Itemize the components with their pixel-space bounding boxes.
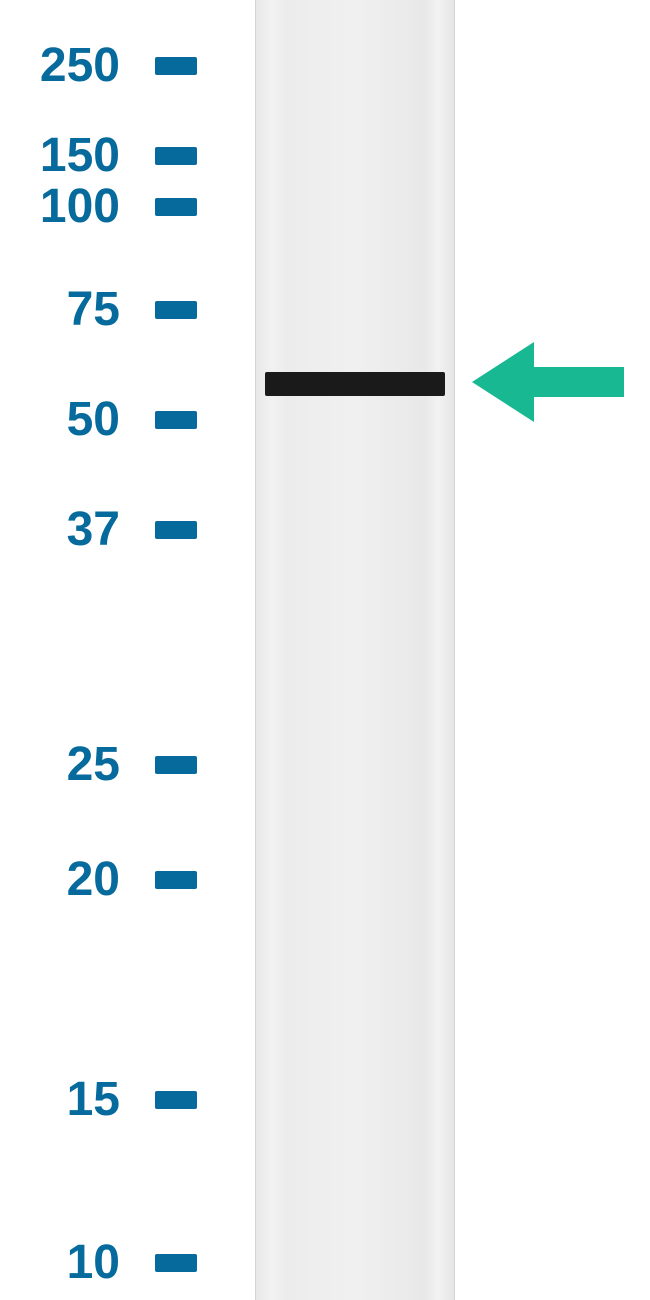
mw-marker: 37 <box>0 502 197 557</box>
mw-marker-tick <box>155 301 197 319</box>
mw-marker-tick <box>155 871 197 889</box>
mw-marker: 75 <box>0 282 197 337</box>
mw-marker-label: 37 <box>0 502 130 557</box>
mw-marker-tick <box>155 521 197 539</box>
western-blot-figure: 250 150100 75 50 37 25 20 15 10 <box>0 0 650 1300</box>
band-indicator-arrow <box>472 342 624 427</box>
mw-marker: 150 <box>0 128 197 183</box>
arrow-icon <box>472 342 624 422</box>
mw-marker: 250 <box>0 38 197 93</box>
mw-marker: 25 <box>0 737 197 792</box>
mw-marker-label: 20 <box>0 852 130 907</box>
mw-marker-tick <box>155 198 197 216</box>
mw-marker-label: 75 <box>0 282 130 337</box>
mw-marker-tick <box>155 1254 197 1272</box>
mw-marker-tick <box>155 57 197 75</box>
blot-lane <box>255 0 455 1300</box>
mw-marker: 100 <box>0 179 197 234</box>
mw-marker-tick <box>155 147 197 165</box>
mw-marker-label: 25 <box>0 737 130 792</box>
mw-marker-label: 15 <box>0 1072 130 1127</box>
mw-marker-label: 10 <box>0 1235 130 1290</box>
mw-marker: 20 <box>0 852 197 907</box>
mw-marker-label: 150 <box>0 128 130 183</box>
mw-marker: 15 <box>0 1072 197 1127</box>
mw-marker-label: 50 <box>0 392 130 447</box>
mw-marker-tick <box>155 411 197 429</box>
mw-marker-label: 100 <box>0 179 130 234</box>
mw-marker-tick <box>155 756 197 774</box>
mw-marker-tick <box>155 1091 197 1109</box>
protein-band <box>265 372 445 396</box>
mw-marker: 10 <box>0 1235 197 1290</box>
mw-marker-label: 250 <box>0 38 130 93</box>
mw-marker: 50 <box>0 392 197 447</box>
